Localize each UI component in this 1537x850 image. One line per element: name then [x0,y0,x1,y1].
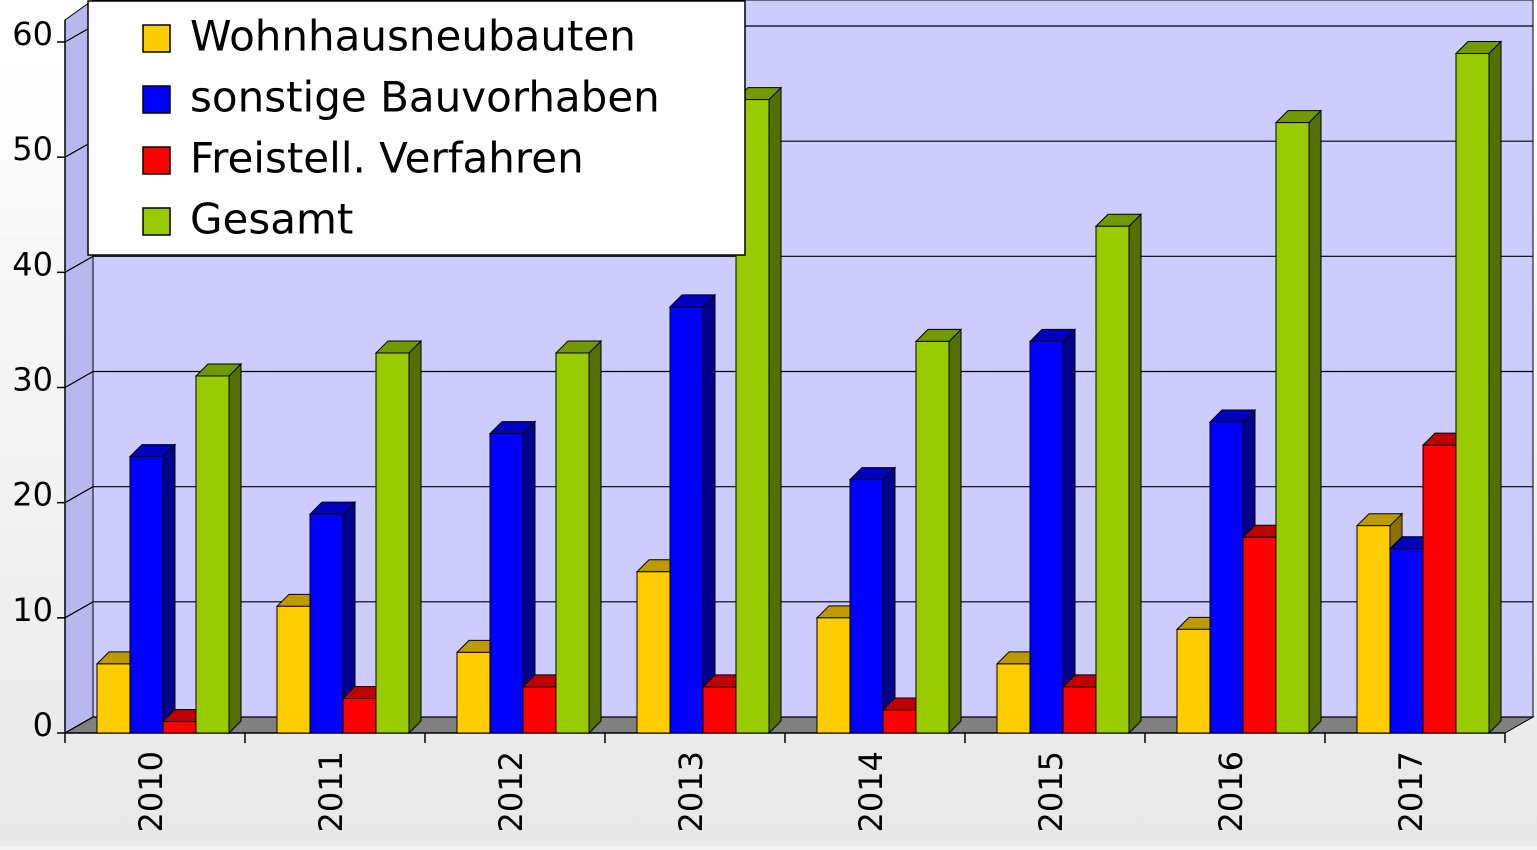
bar-front [882,709,917,734]
bar-front [555,352,590,734]
legend-swatch [142,207,171,236]
x-tick-label: 2016 [1212,751,1250,832]
bar-front [1176,628,1211,734]
bar-front [996,663,1031,734]
grid-line [64,255,1533,273]
bar-front [849,479,884,734]
x-tick-label: 2010 [132,751,170,832]
legend-label: Wohnhausneubauten [190,12,636,61]
bar [1454,40,1503,735]
legend-label: Gesamt [190,195,353,244]
x-tick-label: 2014 [852,751,890,832]
bar-front [702,686,737,734]
bar-front [522,686,557,734]
y-tick-label: 10 [12,591,53,629]
bar [554,339,603,735]
bar-front [342,697,377,734]
bar-side [228,362,242,735]
bar-side [702,293,716,735]
bar-side [768,86,782,735]
bar-front [195,375,230,734]
bar-side [948,328,962,735]
bar-front [1242,536,1277,734]
legend: Wohnhausneubauten sonstige Bauvorhaben Fre… [87,0,746,256]
bar-side [408,339,422,735]
y-tick-label: 0 [33,706,53,744]
bar-front [1455,53,1490,734]
bar-front [1209,421,1244,734]
bar-side [1128,213,1142,735]
bar-front [669,306,704,734]
bar-front [129,456,164,734]
bar [194,362,243,735]
x-tick-label: 2015 [1032,751,1070,832]
bar-front [915,340,950,734]
bar [488,420,537,735]
bar-front [816,617,851,734]
legend-label: Freistell. Verfahren [190,134,584,183]
bar [914,328,963,735]
bar-front [96,663,131,734]
bar-side [588,339,602,735]
bar-side [1488,40,1502,735]
bar-side [882,466,896,735]
legend-label: sonstige Bauvorhaben [190,73,660,122]
y-tick-label: 60 [12,15,53,53]
y-tick-label: 50 [12,130,53,168]
bar-front [1095,225,1130,734]
bar-front [1275,122,1310,734]
x-tick-label: 2012 [492,751,530,832]
y-tick-label: 30 [12,361,53,399]
legend-swatch [142,24,171,53]
bar [374,339,423,735]
bar-front [1356,525,1391,734]
bar-side [162,443,176,735]
bar [668,293,717,735]
bar [308,500,357,735]
bar-front [1062,686,1097,734]
bar-front [162,720,197,734]
bar-front [489,433,524,734]
bar-front [1422,444,1457,734]
y-tick-label: 20 [12,476,53,514]
legend-swatch [142,146,171,175]
legend-box [87,0,746,256]
bar-front [375,352,410,734]
bar-front [456,651,491,734]
bar-side [1062,328,1076,735]
y-tick-label: 40 [12,245,53,283]
bar [128,443,177,735]
bar [848,466,897,735]
bar-front [636,571,671,734]
bar-front [276,605,311,734]
x-tick-label: 2011 [312,751,350,832]
bar-front [1029,340,1064,734]
bar-side [1308,109,1322,735]
legend-swatch [142,85,171,114]
bar-front [309,513,344,734]
x-tick-label: 2017 [1392,751,1430,832]
x-tick-label: 2013 [672,751,710,832]
bar-front [1389,548,1424,734]
bar [1274,109,1323,735]
bar [1028,328,1077,735]
bar [1094,213,1143,735]
